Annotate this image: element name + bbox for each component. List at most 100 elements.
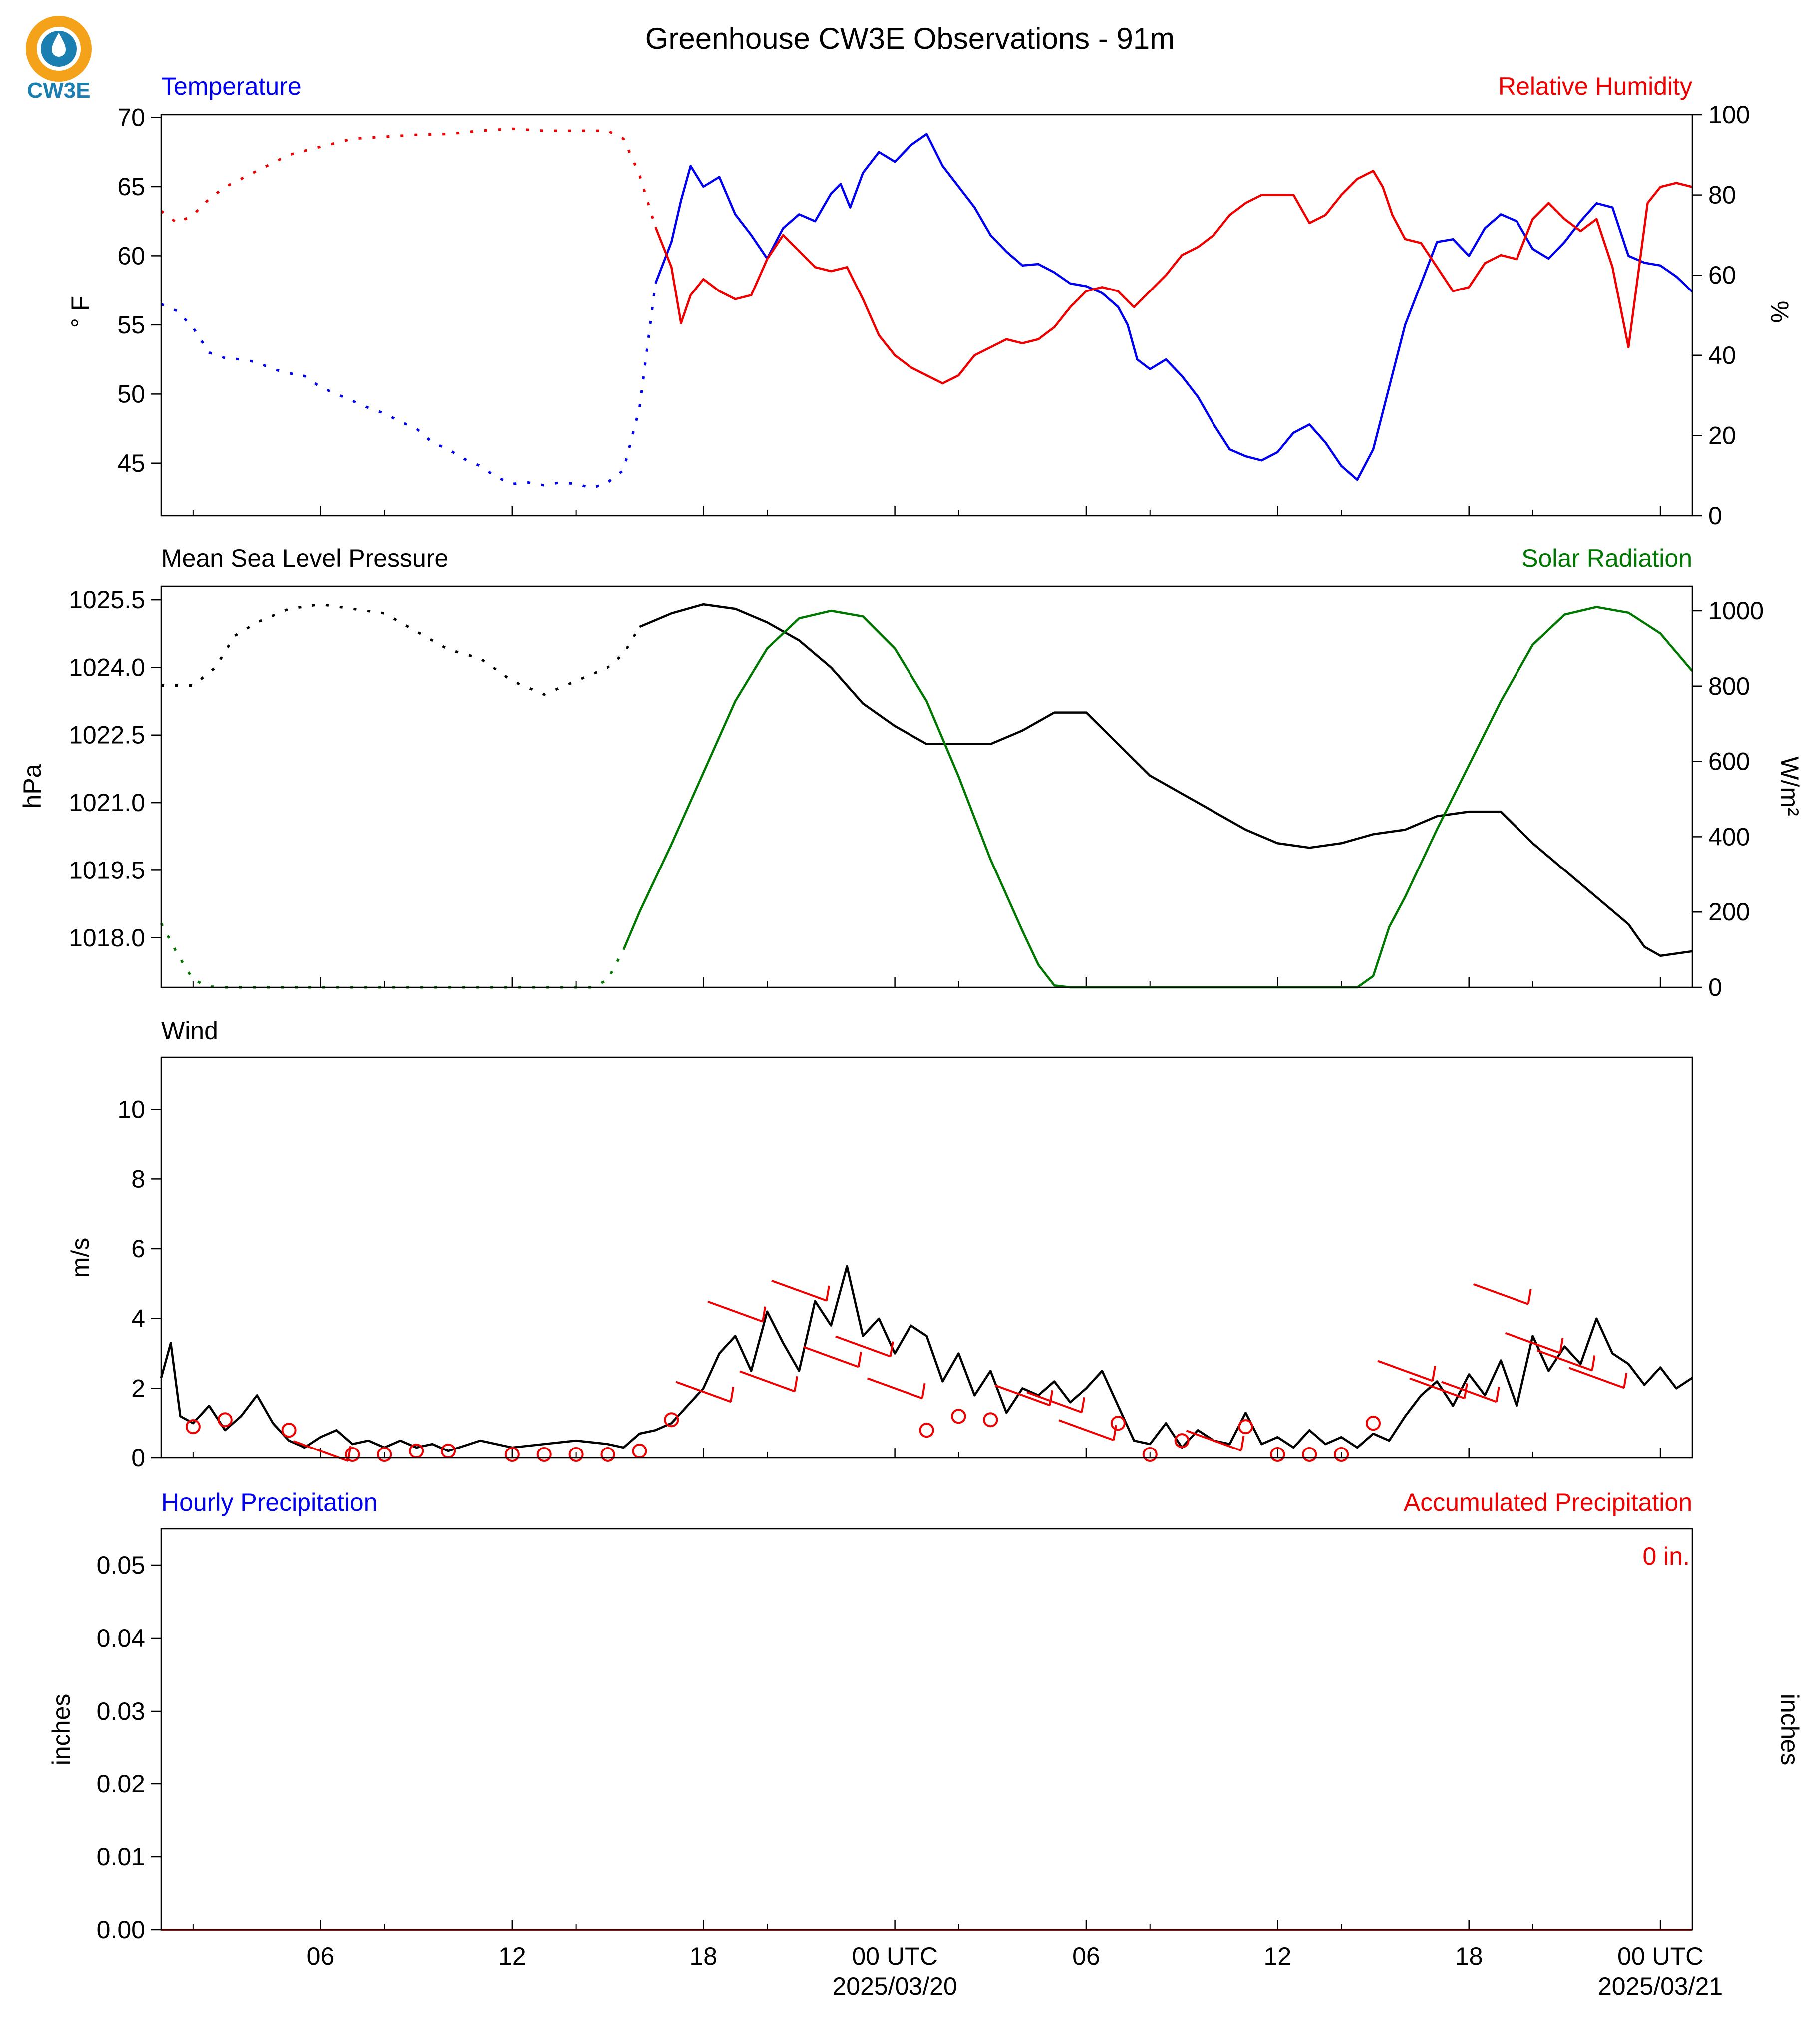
y-tick-label-left: 0.05 (97, 1551, 145, 1579)
y-tick-label-left: 45 (117, 449, 145, 477)
y-tick-label-left: 0.04 (97, 1624, 145, 1652)
y-tick-label-left: 55 (117, 311, 145, 339)
figure-title: Greenhouse CW3E Observations - 91m (645, 22, 1175, 55)
x-tick-date-label: 2025/03/21 (1598, 1972, 1723, 2000)
plot-frame (160, 585, 1693, 988)
series-line-sparse (160, 127, 657, 228)
calm-wind-circle (1238, 1419, 1253, 1435)
wind-barb-flag (1527, 1289, 1532, 1305)
wind-barb-flag (1081, 1397, 1086, 1413)
y-tick-label-right: 80 (1708, 181, 1736, 209)
wind-barb-flag (762, 1306, 767, 1322)
calm-wind-circle (281, 1423, 297, 1438)
calm-wind-circle (1334, 1447, 1349, 1462)
series-line (654, 133, 1693, 481)
y-tick-label-right: 0 (1708, 973, 1722, 1001)
y-tick-label-left: 1024.0 (69, 653, 145, 681)
wind-barb-staff (835, 1335, 891, 1358)
y-tick-label-left: 10 (117, 1096, 145, 1124)
series-line-sparse (160, 922, 625, 989)
panel-title-hourly-precip: Hourly Precipitation (161, 1488, 378, 1516)
y-tick-label-left: 0 (131, 1444, 145, 1472)
x-tick-label: 12 (498, 1942, 526, 1970)
x-tick-label: 00 UTC (852, 1942, 937, 1970)
logo-ring-icon (26, 16, 92, 82)
y-tick-label-left: 60 (117, 242, 145, 270)
series-line (622, 606, 1693, 989)
wind-barb-staff (1473, 1283, 1529, 1305)
y-tick-label-left: 50 (117, 380, 145, 408)
calm-wind-circle (568, 1447, 584, 1462)
logo-drop-icon (52, 33, 66, 57)
calm-wind-circle (600, 1447, 615, 1462)
ylabel-wind: m/s (66, 1238, 94, 1278)
y-ticks-right: 0 20 40 60 80 100 (1692, 101, 1750, 530)
wind-barb-flag (730, 1387, 735, 1402)
wind-barb-staff (675, 1381, 731, 1403)
wind-barb-flag (1431, 1366, 1436, 1381)
calm-wind-circle (1174, 1433, 1190, 1449)
panel-title-wind: Wind (161, 1017, 218, 1045)
wind-barb-flag (921, 1383, 926, 1399)
wind-barb-staff (1026, 1391, 1082, 1414)
wind-barb-staff (1568, 1367, 1624, 1389)
y-tick-label-right: 20 (1708, 421, 1736, 449)
wind-barb-staff (771, 1279, 827, 1302)
y-tick-label-left: 65 (117, 173, 145, 201)
calm-wind-circle (1270, 1447, 1285, 1462)
y-tick-label-left: 0.00 (97, 1916, 145, 1944)
calm-wind-circle (345, 1447, 360, 1462)
wind-barb-staff (1186, 1430, 1242, 1451)
series-line (160, 1265, 1693, 1452)
y-tick-label-left: 6 (131, 1235, 145, 1263)
calm-wind-circle (1110, 1416, 1126, 1431)
wind-barb-flag (889, 1341, 894, 1357)
panel-title-humidity: Relative Humidity (1498, 72, 1692, 100)
wind-barb-staff (1409, 1377, 1465, 1400)
y-tick-label-left: 70 (117, 104, 145, 132)
wind-barb-staff (1377, 1360, 1433, 1382)
series-group (160, 603, 1693, 989)
wind-barb-flag (1559, 1338, 1564, 1353)
wind-barb-staff (1505, 1332, 1561, 1354)
y-tick-label-right: 60 (1708, 261, 1736, 289)
y-tick-label-left: 0.01 (97, 1843, 145, 1871)
y-tick-label-left: 1018.0 (69, 924, 145, 952)
plot-frame (160, 114, 1693, 517)
calm-wind-circle (377, 1447, 392, 1462)
y-ticks-left: 0 2 4 6 8 10 (117, 1096, 161, 1472)
panel-wind: Wind m/s 0 2 4 6 8 10 (66, 1017, 1693, 1472)
y-ticks-left: 0.00 0.01 0.02 0.03 0.04 0.05 (97, 1551, 161, 1944)
y-tick-label-right: 400 (1708, 823, 1750, 851)
wind-barb-staff (1058, 1419, 1114, 1442)
series-line-sparse (161, 283, 657, 490)
x-ticks (192, 506, 1661, 516)
y-ticks-left: 45 50 55 60 65 70 (117, 104, 161, 477)
series-group (160, 1265, 1693, 1452)
calm-wind-circle (1142, 1447, 1158, 1462)
wind-barb-flag (1623, 1373, 1628, 1388)
wind-barb-staff (867, 1377, 923, 1400)
calm-wind-circle (185, 1419, 201, 1435)
calm-wind-circle (217, 1412, 233, 1428)
y-tick-label-left: 1019.5 (69, 856, 145, 884)
wind-barbs (185, 1279, 1628, 1462)
wind-barb-flag (1495, 1387, 1500, 1402)
y-tick-label-left: 1022.5 (69, 721, 145, 749)
calm-wind-circle (632, 1444, 647, 1459)
series-line-sparse (161, 603, 641, 696)
panel-pressure-solar: Mean Sea Level Pressure Solar Radiation … (18, 544, 1804, 1001)
series-line (639, 603, 1693, 957)
plot-frame (160, 1056, 1693, 1459)
y-tick-label-right: 800 (1708, 672, 1750, 700)
wind-barb-flag (1113, 1425, 1117, 1441)
x-tick-label: 00 UTC (1617, 1942, 1703, 1970)
wind-barb-flag (1240, 1435, 1245, 1451)
panel-title-pressure: Mean Sea Level Pressure (161, 544, 448, 572)
ylabel-hourly-precip: inches (47, 1694, 75, 1766)
y-tick-label-right: 0 (1708, 502, 1722, 530)
x-tick-label: 06 (307, 1942, 335, 1970)
x-tick-label: 06 (1072, 1942, 1100, 1970)
ylabel-temperature: ° F (66, 296, 94, 328)
y-tick-label-left: 1025.5 (69, 586, 145, 614)
